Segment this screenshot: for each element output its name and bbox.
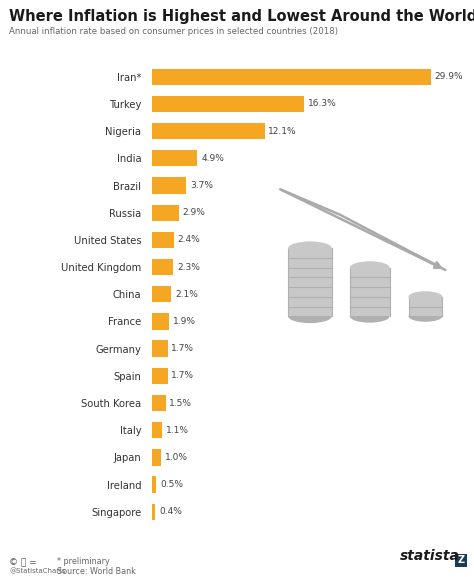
Bar	[152, 313, 169, 329]
Text: 2.4%: 2.4%	[178, 235, 201, 245]
Bar	[152, 368, 167, 384]
Bar	[152, 477, 156, 493]
Text: 29.9%: 29.9%	[435, 72, 463, 81]
Text: 16.3%: 16.3%	[308, 99, 337, 108]
Ellipse shape	[409, 291, 442, 302]
Ellipse shape	[288, 309, 332, 323]
Bar	[288, 248, 332, 316]
Text: 12.1%: 12.1%	[268, 126, 297, 136]
Ellipse shape	[409, 310, 442, 322]
Text: @StatistaCharts: @StatistaCharts	[9, 568, 66, 574]
Text: 2.1%: 2.1%	[175, 290, 198, 299]
Bar	[152, 340, 167, 357]
Text: 2.9%: 2.9%	[182, 208, 205, 217]
Text: * preliminary: * preliminary	[57, 557, 109, 566]
Bar	[409, 297, 442, 316]
Bar	[152, 259, 173, 275]
Bar	[350, 268, 390, 316]
Bar	[152, 150, 198, 167]
Bar	[152, 123, 264, 139]
Text: 0.5%: 0.5%	[160, 480, 183, 489]
Text: 0.4%: 0.4%	[159, 507, 182, 516]
Text: Z: Z	[457, 555, 465, 565]
Text: 4.9%: 4.9%	[201, 154, 224, 163]
Text: 1.0%: 1.0%	[165, 453, 188, 462]
Bar	[152, 96, 304, 112]
Text: Annual inflation rate based on consumer prices in selected countries (2018): Annual inflation rate based on consumer …	[9, 27, 338, 36]
Bar	[152, 204, 179, 221]
Text: 1.5%: 1.5%	[169, 399, 192, 407]
Ellipse shape	[350, 261, 390, 274]
Bar	[152, 504, 155, 520]
Bar	[152, 69, 431, 85]
Ellipse shape	[350, 310, 390, 323]
Bar	[152, 395, 166, 411]
Text: 1.9%: 1.9%	[173, 317, 196, 326]
Ellipse shape	[288, 241, 332, 255]
Bar	[152, 232, 174, 248]
Text: statista: statista	[400, 549, 460, 563]
Text: 1.7%: 1.7%	[171, 372, 194, 380]
Text: 1.7%: 1.7%	[171, 344, 194, 353]
Bar	[152, 177, 186, 194]
Text: Where Inflation is Highest and Lowest Around the World: Where Inflation is Highest and Lowest Ar…	[9, 9, 474, 24]
Text: 2.3%: 2.3%	[177, 263, 200, 272]
Bar	[152, 449, 161, 466]
Text: 3.7%: 3.7%	[190, 181, 213, 190]
Text: 1.1%: 1.1%	[166, 426, 189, 434]
Bar	[152, 422, 162, 439]
Text: © ⓘ =: © ⓘ =	[9, 559, 37, 568]
Text: Source: World Bank: Source: World Bank	[57, 567, 136, 576]
Bar	[152, 286, 171, 302]
